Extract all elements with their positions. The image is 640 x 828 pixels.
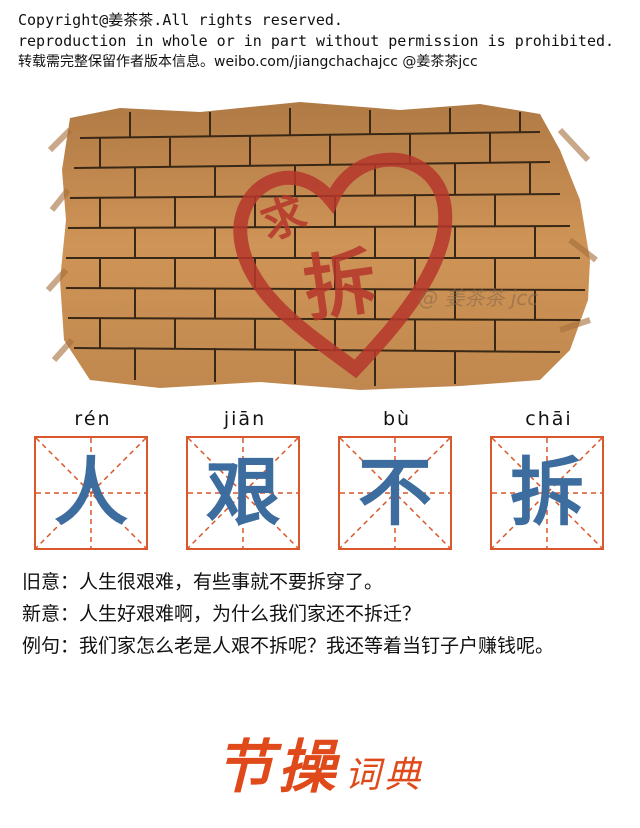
idiom-cell: bù 不 (338, 408, 456, 558)
brick-wall-illustration: 求 拆 @ 姜茶茶 jcc (45, 102, 598, 390)
heart-text-chai: 拆 (299, 239, 382, 332)
idiom-cell: chāi 拆 (490, 408, 608, 558)
tianzige-box: 拆 (490, 436, 604, 550)
definitions: 旧意：人生很艰难，有些事就不要拆穿了。 新意：人生好艰难啊，为什么我们家还不拆迁… (22, 566, 622, 662)
hanzi-character: 人 (54, 450, 128, 536)
tianzige-box: 不 (338, 436, 452, 550)
grid-guides (492, 438, 602, 548)
grid-guides (36, 438, 146, 548)
brand-sub: 词典 (344, 755, 425, 796)
hanzi-character: 不 (358, 450, 432, 536)
pinyin-label: jiān (223, 408, 267, 430)
example-sentence: 例句：我们家怎么老是人艰不拆呢？我还等着当钉子户赚钱呢。 (22, 635, 555, 657)
copyright-line-3: 转载需完整保留作者版本信息。weibo.com/jiangchachajcc @… (18, 54, 478, 70)
copyright-notice: Copyright@姜茶茶.All rights reserved. repro… (18, 10, 628, 73)
pinyin-label: rén (74, 408, 112, 430)
copyright-line-2: reproduction in whole or in part without… (18, 32, 615, 50)
brand-logo: 节操 词典 (0, 720, 640, 810)
tianzige-box: 人 (34, 436, 148, 550)
hanzi-character: 艰 (206, 450, 280, 536)
brand-main: 节操 (215, 733, 340, 801)
heart-graffiti (233, 152, 453, 379)
grid-guides (188, 438, 298, 548)
mortar-lines (65, 131, 586, 353)
brick-joints (99, 108, 536, 386)
hanzi-character: 拆 (510, 450, 584, 536)
old-meaning: 旧意：人生很艰难，有些事就不要拆穿了。 (22, 571, 384, 593)
tianzige-box: 艰 (186, 436, 300, 550)
idiom-cell: rén 人 (34, 408, 152, 558)
copyright-line-1: Copyright@姜茶茶.All rights reserved. (18, 11, 343, 29)
idiom-grid: rén 人 jiān 艰 bù (34, 408, 610, 558)
watermark: @ 姜茶茶 jcc (418, 286, 538, 310)
idiom-cell: jiān 艰 (186, 408, 304, 558)
new-meaning: 新意：人生好艰难啊，为什么我们家还不拆迁？ (22, 603, 422, 625)
pinyin-label: bù (382, 408, 412, 430)
pinyin-label: chāi (525, 408, 573, 430)
grid-guides (340, 438, 450, 548)
